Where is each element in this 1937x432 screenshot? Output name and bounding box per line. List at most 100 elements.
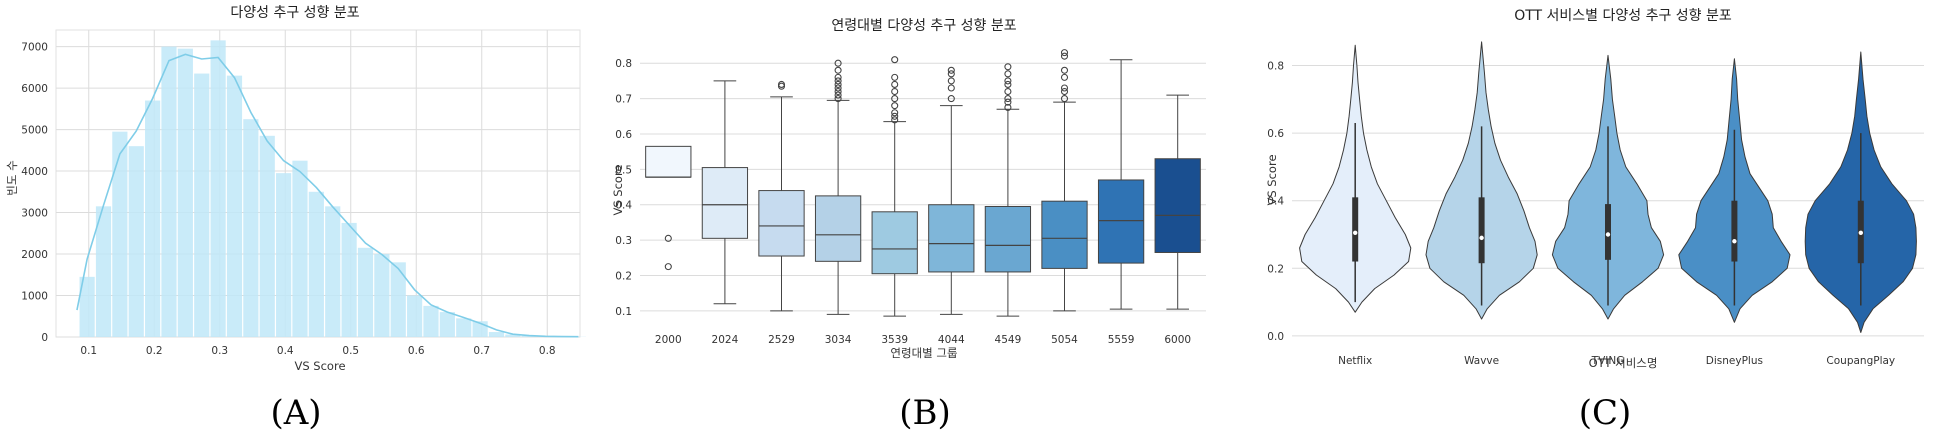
boxplot-x-tick-label: 3539 (881, 334, 908, 346)
violin-median-dot (1605, 232, 1611, 237)
panel-label-b: (B) (899, 393, 951, 432)
boxplot-outlier (834, 80, 842, 88)
violin-iqr-box (1478, 197, 1485, 264)
boxplot-y-tick-label: 0.4 (615, 200, 632, 212)
boxplot-outlier (891, 56, 899, 64)
violin-iqr-box (1605, 204, 1611, 260)
histogram-bar (423, 305, 439, 337)
boxplot-outlier (1060, 49, 1069, 57)
boxplot-outlier (1004, 103, 1012, 111)
boxplot-outlier (947, 95, 955, 103)
boxplot-outlier (1004, 95, 1012, 103)
histogram-bar (161, 46, 177, 337)
boxplot-box (1097, 179, 1145, 264)
histogram-y-tick-label: 5000 (21, 125, 48, 137)
histogram-x-axis-label: VS Score (294, 359, 345, 373)
boxplot-box (1154, 158, 1201, 253)
histogram-x-tick-label: 0.1 (80, 345, 97, 357)
boxplot-outlier (1060, 66, 1069, 74)
histogram-bar (488, 332, 505, 337)
boxplot-x-tick-label: 5054 (1051, 334, 1078, 346)
histogram-y-tick-label: 4000 (21, 166, 48, 178)
histogram-y-tick-label: 6000 (21, 83, 48, 95)
boxplot-x-tick-label: 5559 (1108, 334, 1135, 346)
boxplot-outlier (1004, 80, 1012, 88)
boxplot-outlier (891, 87, 899, 96)
violin-y-tick-label: 0.4 (1267, 196, 1284, 208)
violin-y-tick-label: 0.0 (1267, 331, 1284, 343)
histogram-title: 다양성 추구 성향 분포 (230, 5, 359, 21)
violin-iqr-box (1731, 200, 1738, 262)
violin-y-tick-label: 0.2 (1267, 263, 1284, 275)
boxplot-outlier (891, 116, 899, 124)
violin-x-tick-label: DisneyPlus (1706, 355, 1763, 367)
violin-y-axis-label: VS Score (1265, 154, 1279, 205)
histogram-x-tick-label: 0.3 (211, 345, 228, 357)
histogram-x-tick-label: 0.5 (342, 345, 359, 357)
histogram-bar (79, 276, 95, 337)
boxplot-x-tick-label: 6000 (1164, 334, 1191, 346)
violin-y-tick-label: 0.8 (1267, 61, 1284, 73)
boxplot-y-tick-label: 0.8 (615, 58, 632, 70)
histogram-bar (210, 40, 226, 338)
histogram-bar (95, 206, 112, 337)
boxplot-outlier (891, 95, 899, 103)
histogram-bar (357, 247, 374, 337)
violin-iqr-box (1352, 197, 1359, 262)
boxplot-ticks: 0.1 0.2 0.3 0.4 0.5 0.6 0.7 0.8 2000 2024 2529 3034… (615, 58, 1191, 346)
boxplot-box (814, 195, 862, 262)
boxplot-y-tick-label: 0.2 (615, 270, 632, 282)
violin-median-dot (1479, 235, 1484, 241)
histogram-chart: 다양성 추구 성향 분포 0 1000 2000 3000 4000 5000 6000 70… (5, 5, 586, 432)
boxplot-outlier (891, 112, 899, 120)
histogram-bar (325, 206, 341, 337)
histogram-bar (243, 119, 259, 337)
histogram-y-tick-label: 7000 (21, 42, 48, 54)
histogram-bars (79, 40, 586, 338)
histogram-y-tick-label: 2000 (21, 249, 48, 261)
histogram-bar (390, 262, 406, 337)
histogram-bar (145, 100, 161, 337)
boxplot-box (701, 167, 749, 239)
violin-title: OTT 서비스별 다양성 추구 성향 분포 (1514, 8, 1732, 24)
boxplot-outlier (834, 95, 842, 103)
violin-x-tick-label: CoupangPlay (1826, 355, 1895, 367)
boxplot-y-axis-label: VS Score (611, 164, 625, 215)
boxplot-y-tick-label: 0.7 (615, 94, 632, 106)
boxplot-outlier (664, 263, 672, 271)
boxplot-boxes (645, 49, 1201, 317)
boxplot-outlier (947, 77, 955, 85)
boxplot-box (645, 145, 692, 178)
boxplot-x-axis-label: 연령대별 그룹 (890, 346, 957, 360)
boxplot-outlier (834, 73, 842, 81)
histogram-bar (505, 334, 521, 337)
boxplot-outlier (834, 59, 842, 67)
boxplot-outlier (891, 73, 899, 81)
panel-label-a: (A) (270, 393, 321, 432)
boxplot-outlier (777, 80, 786, 88)
histogram-bar (177, 48, 193, 338)
histogram-bar (341, 222, 357, 337)
histogram-x-tick-label: 0.7 (473, 345, 490, 357)
violin-shapes (1299, 41, 1917, 333)
histogram-bar (276, 173, 292, 337)
histogram-bar (374, 254, 390, 337)
histogram-x-tick-label: 0.4 (277, 345, 294, 357)
boxplot-outlier (891, 109, 899, 117)
violin-y-tick-label: 0.6 (1267, 128, 1284, 140)
violin-median-dot (1353, 230, 1358, 236)
boxplot-outlier (1004, 77, 1012, 85)
histogram-bar (292, 160, 308, 337)
boxplot-y-tick-label: 0.3 (615, 235, 632, 247)
panel-label-c: (C) (1579, 393, 1632, 432)
boxplot-box (871, 211, 918, 275)
histogram-bar (112, 131, 128, 337)
histogram-y-tick-label: 0 (41, 332, 48, 344)
boxplot-outlier (834, 84, 842, 92)
violin-x-tick-label: TVING (1591, 355, 1625, 367)
boxplot-outlier (834, 91, 842, 99)
boxplot-outlier (1004, 70, 1012, 78)
boxplot-outlier (1004, 63, 1012, 71)
boxplot-outlier (834, 77, 842, 85)
violin-median-dot (1732, 239, 1737, 244)
